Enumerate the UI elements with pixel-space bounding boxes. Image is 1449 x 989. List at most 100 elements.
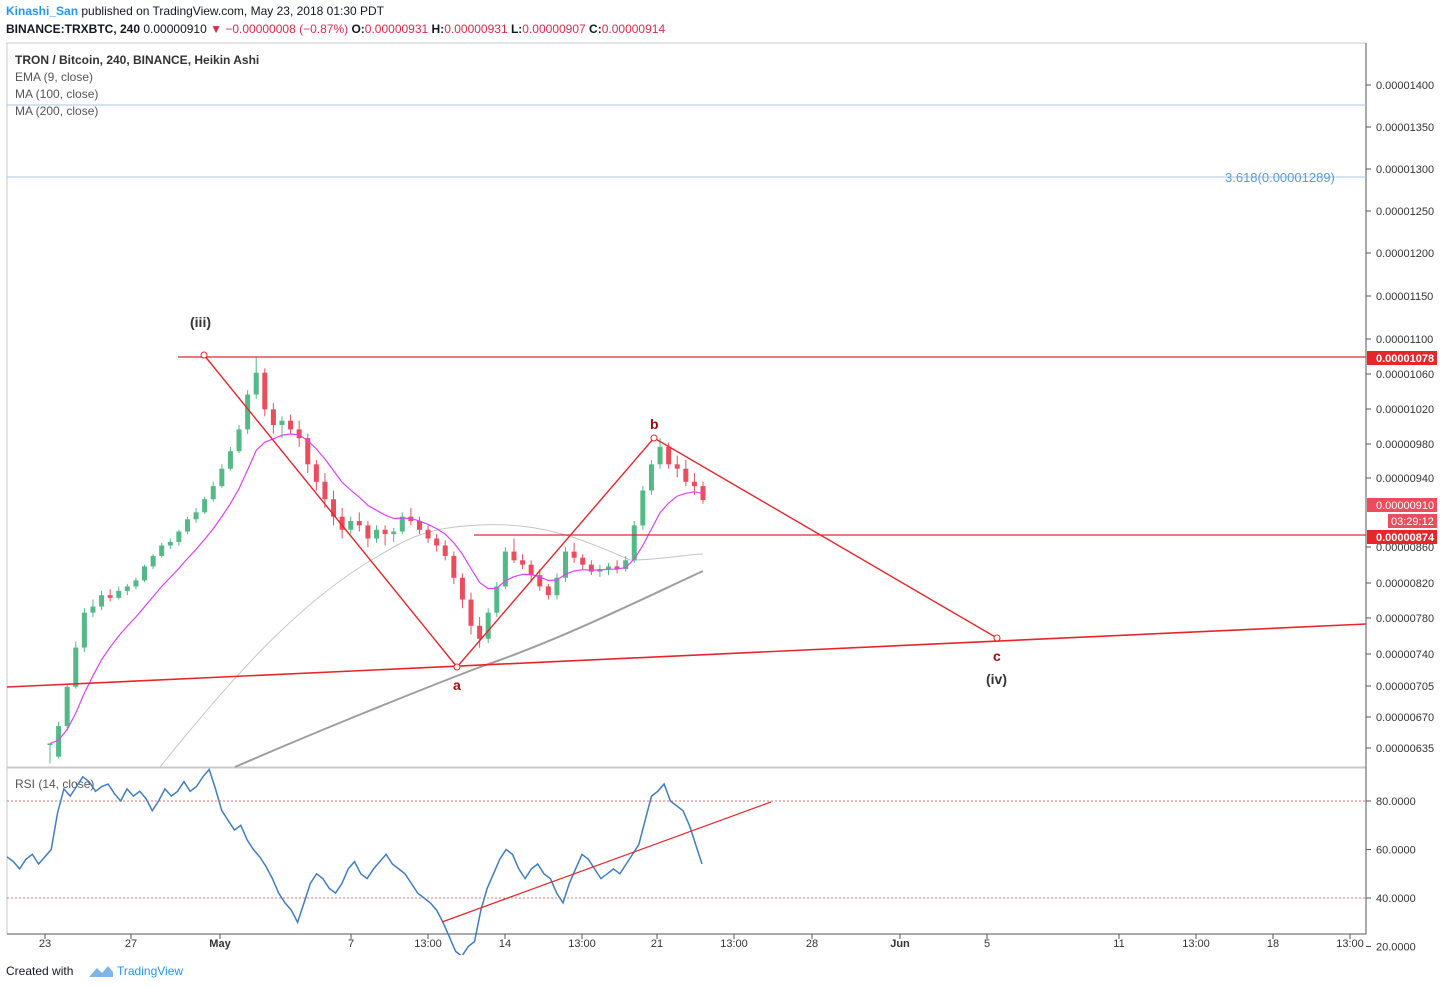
- fib-label: 3.618(0.00001289): [1225, 170, 1335, 185]
- candle-body: [434, 538, 440, 546]
- rsi-tick-label: 60.0000: [1376, 845, 1416, 857]
- candle-body: [468, 599, 474, 626]
- price-pane[interactable]: [6, 42, 1367, 768]
- wave-label-iii: (iii): [190, 314, 211, 330]
- candle-body: [124, 586, 130, 591]
- candle-body: [99, 595, 105, 607]
- chart-canvas[interactable]: 3.618(0.00001289) TRON / Bitcoin, 240, B…: [0, 0, 1449, 955]
- support-price-badge: [1367, 530, 1437, 544]
- candle-body: [502, 551, 508, 587]
- candle-body: [356, 521, 362, 526]
- drawings: (iii) a b c (iv): [6, 314, 1367, 693]
- time-axis[interactable]: 23 27 May 7 13:00 14 13:00 21 13:00 28 Jun 5 11 13:00…: [39, 934, 1364, 950]
- candle-body: [73, 647, 79, 687]
- price-tick-label: 0.00001100: [1376, 334, 1433, 346]
- candle-body: [691, 481, 697, 487]
- price-tick-label: 0.00000940: [1376, 473, 1434, 485]
- time-tick-label: 13:00: [414, 938, 442, 950]
- candle-body: [666, 446, 672, 465]
- candle-body: [425, 529, 431, 539]
- elliott-wave-path[interactable]: [203, 354, 998, 669]
- rsi-legend: RSI (14, close): [15, 777, 94, 791]
- tradingview-brand-link[interactable]: TradingView: [117, 964, 184, 978]
- countdown-label: 03:29:12: [1391, 516, 1434, 528]
- support-price-label: 0.00000874: [1376, 532, 1435, 544]
- candle-body: [184, 519, 190, 532]
- candle-body: [374, 529, 379, 539]
- candle-body: [339, 516, 345, 530]
- price-tick-label: 0.00001300: [1376, 164, 1434, 176]
- candle-body: [537, 575, 543, 587]
- time-tick-label: 23: [39, 938, 51, 950]
- candle-body: [563, 551, 569, 578]
- price-axis[interactable]: 0.00001400 0.00001350 0.00001300 0.00001250…: [1366, 80, 1434, 755]
- rsi-14-line: [6, 768, 703, 955]
- time-tick-label: 27: [125, 938, 137, 950]
- rsi-pane[interactable]: [6, 767, 1367, 935]
- candle-body: [305, 438, 311, 465]
- candle-body: [133, 580, 139, 587]
- candle-body: [288, 420, 294, 430]
- moving-averages: [159, 524, 704, 768]
- wave-point-a[interactable]: [453, 663, 461, 671]
- time-tick-label: 11: [1113, 938, 1124, 950]
- time-tick-label: 5: [984, 938, 990, 950]
- candle-body: [262, 372, 268, 410]
- candle-body: [477, 625, 483, 639]
- price-tick-label: 0.00000780: [1376, 613, 1434, 625]
- chart-header: Kinashi_San published on TradingView.com…: [0, 0, 1449, 40]
- candle-body: [210, 486, 216, 500]
- chart-title: TRON / Bitcoin, 240, BINANCE, Heikin Ash…: [15, 53, 259, 67]
- footer: Created with TradingView: [0, 955, 1449, 989]
- last-price-label: 0.00000910: [1376, 500, 1434, 512]
- time-tick-label: 13:00: [1182, 938, 1210, 950]
- candle-body: [313, 464, 319, 482]
- candle-body: [219, 468, 225, 487]
- price-tick-label: 0.00001020: [1376, 404, 1434, 416]
- rsi-trendline[interactable]: [441, 801, 772, 923]
- candle-body: [331, 499, 337, 517]
- time-tick-label: 14: [499, 938, 511, 950]
- candle-body: [545, 586, 551, 596]
- wave-point-iii[interactable]: [200, 351, 208, 359]
- ma-100-line: [159, 524, 704, 768]
- candle-body: [322, 481, 328, 500]
- price-tick-label: 0.00001250: [1376, 206, 1434, 218]
- ohlc-low: 0.00000907: [522, 22, 586, 36]
- wave-point-b[interactable]: [650, 434, 658, 442]
- candles: [47, 357, 706, 764]
- candle-body: [296, 429, 302, 439]
- price-tick-label: 0.00000705: [1376, 681, 1434, 693]
- candle-body: [159, 545, 165, 556]
- rsi-tick-label: 20.0000: [1376, 942, 1416, 954]
- candle-body: [202, 499, 208, 513]
- candle-body: [442, 545, 448, 556]
- candle-body: [348, 521, 354, 530]
- author-link[interactable]: Kinashi_San: [6, 4, 79, 18]
- wave-point-c[interactable]: [993, 634, 1001, 642]
- rsi-tick-label: 40.0000: [1376, 893, 1416, 905]
- resistance-price-badge: [1367, 351, 1437, 365]
- ohlc-open: 0.00000931: [364, 22, 429, 36]
- time-tick-label: 7: [348, 938, 354, 950]
- candle-body: [674, 464, 680, 469]
- candle-body: [554, 577, 560, 596]
- rsi-line: [6, 768, 703, 955]
- candle-body: [90, 606, 96, 613]
- price-tick-label: 0.00001400: [1376, 80, 1434, 92]
- candle-body: [382, 529, 388, 535]
- candle-body: [631, 525, 637, 561]
- candle-body: [511, 551, 517, 561]
- time-tick-label: May: [209, 938, 231, 950]
- time-tick-label: 13:00: [568, 938, 596, 950]
- rsi-tick-label: 80.0000: [1376, 796, 1416, 808]
- price-tick-label: 0.00001350: [1376, 122, 1434, 134]
- time-tick-label: 13:00: [1336, 938, 1364, 950]
- time-tick-label: Jun: [890, 938, 910, 950]
- created-with-text: Created with: [6, 964, 74, 978]
- trendline-lower[interactable]: [6, 623, 1367, 688]
- candle-body: [107, 595, 113, 598]
- tradingview-logo-icon[interactable]: [88, 963, 114, 979]
- candle-body: [399, 516, 405, 532]
- candle-body: [588, 564, 594, 572]
